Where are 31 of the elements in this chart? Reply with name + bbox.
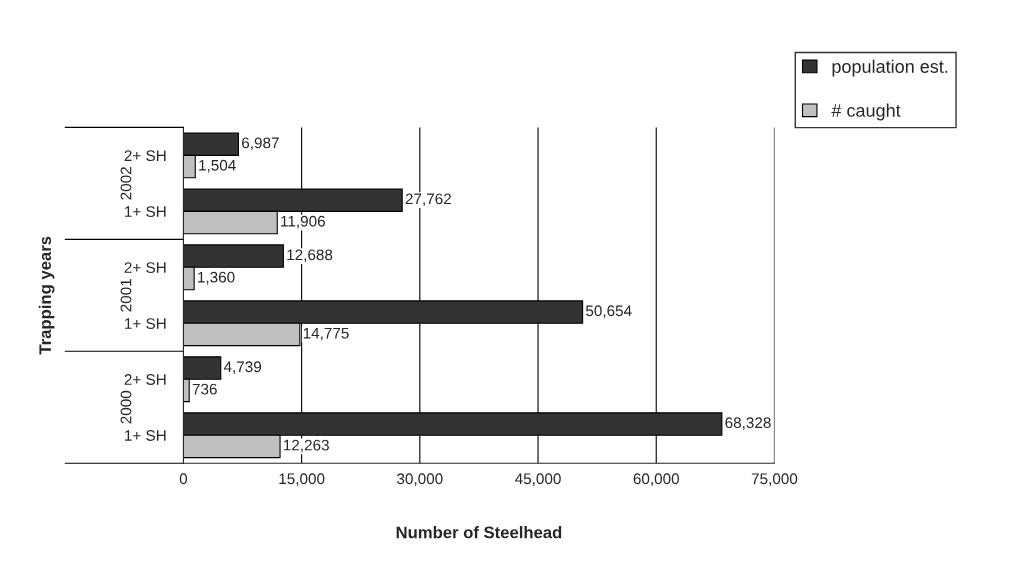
- data-label: 12,688: [287, 249, 333, 263]
- data-label: 736: [192, 383, 217, 395]
- text: 2002: [120, 167, 132, 200]
- y-tick-label: 1+ SH: [125, 318, 166, 329]
- data-label: 27,762: [405, 193, 451, 207]
- x-tick-label: 15,000: [279, 473, 325, 486]
- x-axis-title: Number of Steelhead: [396, 526, 562, 539]
- y-tick-label: 1+ SH: [125, 430, 166, 441]
- y-tick-label: 1+ SH: [125, 206, 166, 218]
- legend-label: # caught: [831, 103, 901, 121]
- y-tick-label: 2+ SH: [124, 262, 166, 273]
- data-label: 1,360: [198, 271, 235, 285]
- y-tick-label: 2+ SH: [124, 374, 166, 385]
- data-label: 4,739: [223, 361, 262, 374]
- data-label: 1,504: [199, 159, 236, 173]
- data-label: 14,775: [303, 327, 349, 341]
- x-tick-label: 30,000: [397, 473, 443, 486]
- data-label: 50,654: [585, 305, 632, 318]
- y-tick-label: 2+ SH: [124, 150, 166, 162]
- data-label: 11,906: [281, 215, 325, 229]
- legend-label: population est.: [832, 59, 948, 77]
- x-tick-label: 60,000: [633, 473, 679, 486]
- x-tick-label: 75,000: [751, 473, 798, 486]
- x-tick-label: 45,000: [515, 473, 561, 486]
- data-label: 12,263: [284, 439, 329, 453]
- data-label: 68,328: [725, 417, 771, 430]
- x-tick-label: 0: [179, 473, 188, 485]
- data-label: 6,987: [242, 137, 279, 151]
- text: 2001: [120, 279, 132, 312]
- y-axis-title: Trapping years: [38, 236, 55, 355]
- text: 2000: [120, 390, 132, 424]
